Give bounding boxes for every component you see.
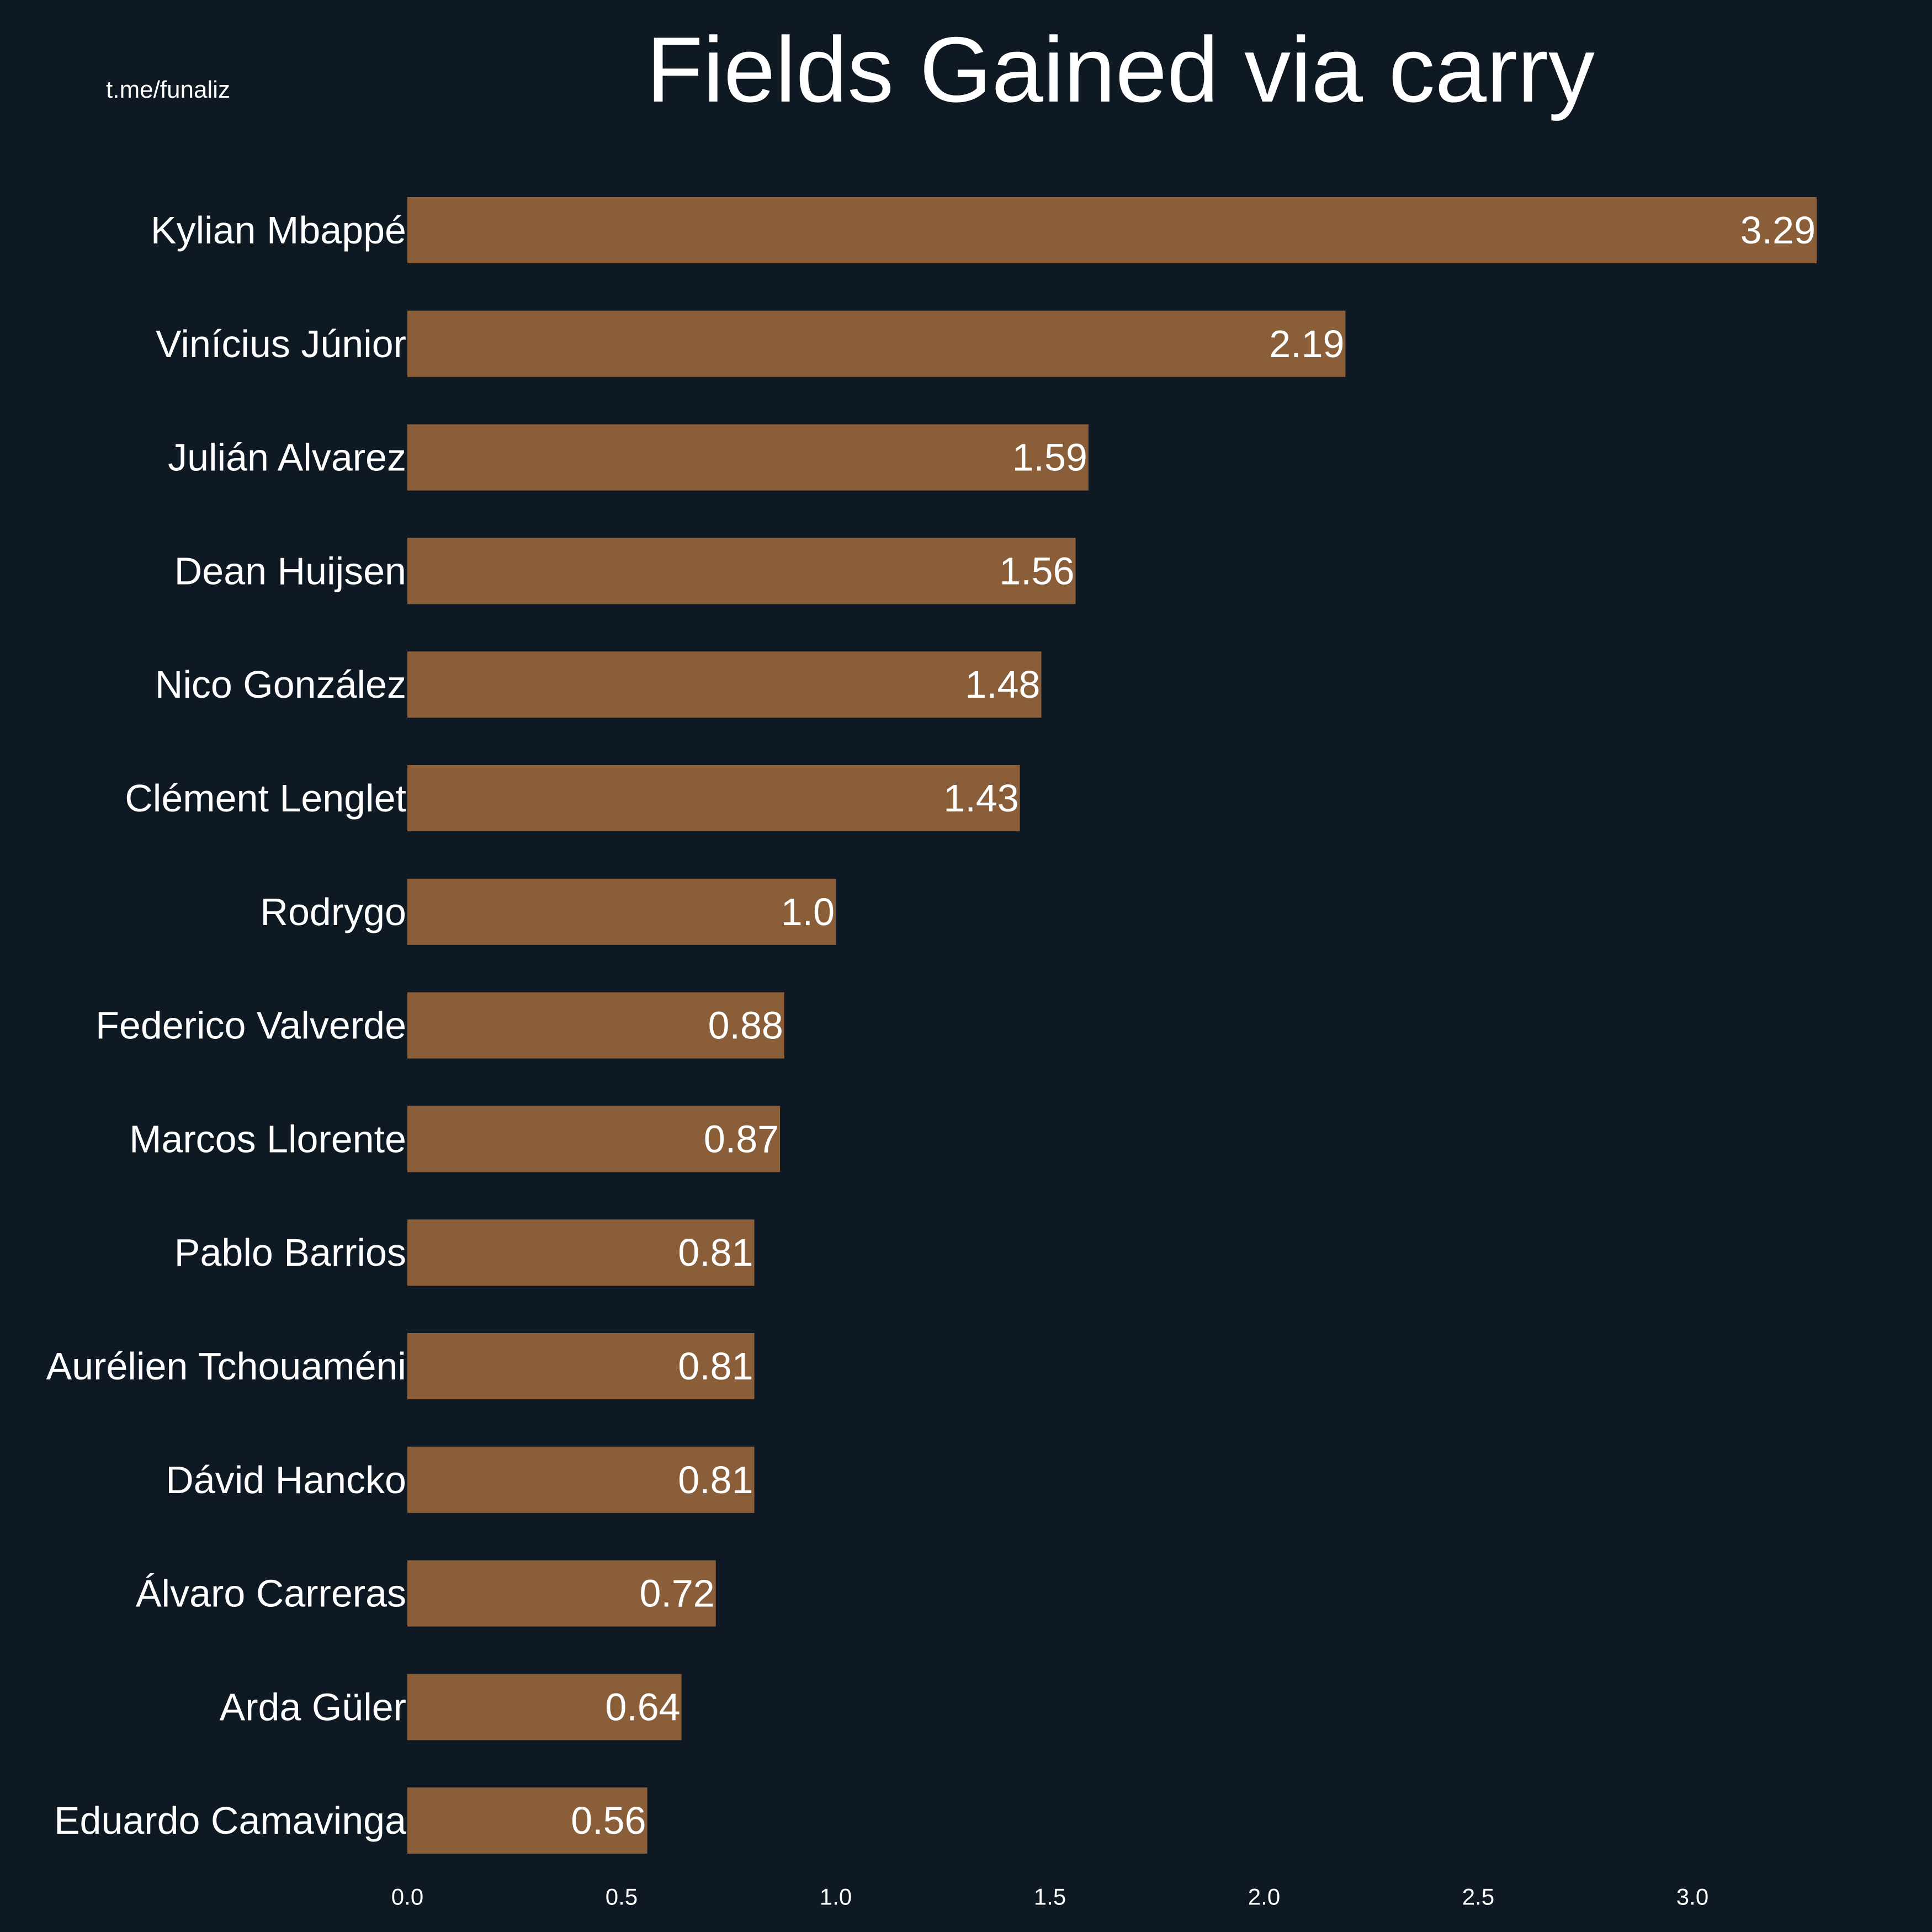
- bar: [407, 765, 1020, 831]
- bar: [407, 424, 1089, 491]
- x-tick-label: 0.5: [606, 1884, 638, 1910]
- bar: [407, 992, 784, 1059]
- category-label: Dean Huijsen: [174, 549, 406, 592]
- category-label: Álvaro Carreras: [136, 1572, 406, 1615]
- value-label: 0.87: [704, 1117, 779, 1160]
- value-label: 3.29: [1740, 209, 1816, 252]
- bar: [407, 1106, 781, 1172]
- x-tick-label: 1.5: [1034, 1884, 1066, 1910]
- value-label: 0.81: [678, 1345, 753, 1388]
- x-tick-label: 1.0: [820, 1884, 852, 1910]
- watermark: t.me/funaliz: [106, 76, 230, 103]
- bar: [407, 1219, 755, 1286]
- value-label: 1.43: [943, 777, 1018, 820]
- category-label: Marcos Llorente: [129, 1117, 406, 1160]
- bar: [407, 651, 1042, 718]
- value-label: 2.19: [1269, 322, 1344, 365]
- category-label: Aurélien Tchouaméni: [46, 1345, 406, 1388]
- category-label: Rodrygo: [260, 890, 406, 933]
- value-label: 1.59: [1012, 436, 1087, 479]
- bar: [407, 538, 1076, 604]
- value-label: 0.81: [678, 1458, 753, 1501]
- value-label: 0.81: [678, 1231, 753, 1274]
- category-label: Arda Güler: [220, 1685, 406, 1728]
- x-tick-label: 3.0: [1676, 1884, 1708, 1910]
- category-label: Dávid Hancko: [166, 1458, 406, 1501]
- value-label: 1.56: [999, 549, 1074, 592]
- value-label: 0.64: [605, 1685, 680, 1728]
- value-label: 0.88: [708, 1004, 783, 1047]
- value-label: 0.72: [639, 1572, 714, 1615]
- bar: [407, 197, 1817, 263]
- category-label: Clément Lenglet: [125, 777, 406, 820]
- category-label: Julián Alvarez: [168, 436, 406, 479]
- category-label: Federico Valverde: [95, 1004, 406, 1047]
- category-label: Pablo Barrios: [174, 1231, 406, 1274]
- value-label: 0.56: [571, 1799, 646, 1842]
- category-label: Eduardo Camavinga: [54, 1799, 406, 1842]
- category-label: Nico González: [155, 663, 406, 706]
- bar: [407, 1333, 755, 1399]
- x-tick-label: 2.5: [1462, 1884, 1494, 1910]
- value-label: 1.48: [965, 663, 1040, 706]
- chart-title: Fields Gained via carry: [646, 18, 1595, 121]
- category-label: Vinícius Júnior: [156, 322, 406, 365]
- bar: [407, 310, 1346, 377]
- value-label: 1.0: [781, 890, 835, 933]
- x-tick-label: 0.0: [391, 1884, 423, 1910]
- bar: [407, 1560, 716, 1627]
- x-tick-label: 2.0: [1248, 1884, 1280, 1910]
- bar: [407, 1674, 682, 1740]
- bar: [407, 1446, 755, 1513]
- category-label: Kylian Mbappé: [151, 209, 406, 252]
- bar: [407, 878, 836, 945]
- bar: [407, 1787, 647, 1854]
